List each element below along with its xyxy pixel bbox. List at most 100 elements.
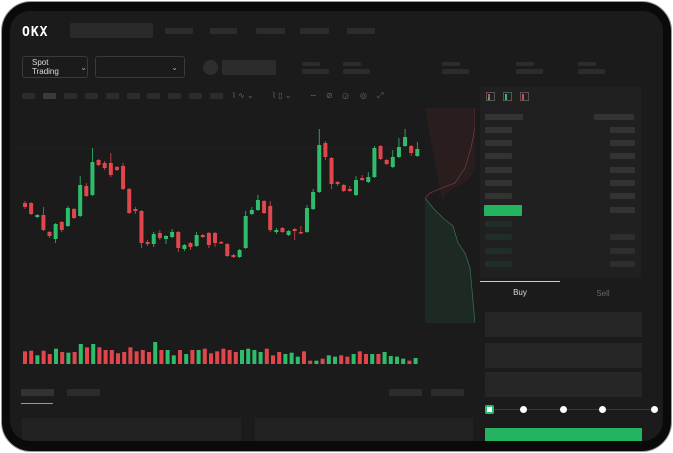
slider-stop-75[interactable]: [599, 406, 606, 413]
volume-bar: [128, 347, 133, 364]
history-tab[interactable]: [67, 389, 100, 396]
market-type-select[interactable]: Spot Trading ⌄: [22, 56, 88, 78]
orderbook-asks-icon[interactable]: [520, 92, 529, 101]
candle-body: [243, 216, 248, 248]
volume-bar: [314, 360, 319, 364]
nav-item[interactable]: [165, 28, 193, 34]
volume-bar: [357, 351, 362, 364]
slider-handle[interactable]: [485, 405, 494, 414]
volume-bar: [215, 351, 220, 364]
volume-bar: [171, 355, 176, 364]
volume-bar: [382, 352, 387, 364]
nav-item[interactable]: [300, 28, 329, 34]
camera-icon[interactable]: ◶: [342, 91, 349, 100]
volume-bar: [196, 350, 201, 364]
ask-amount: [610, 127, 635, 133]
interval-button[interactable]: [106, 93, 119, 99]
volume-bar: [258, 352, 263, 364]
fullscreen-icon[interactable]: ⤢: [377, 91, 384, 100]
nav-item[interactable]: [347, 28, 375, 34]
stat-label: [442, 62, 460, 66]
filter-button[interactable]: [389, 389, 422, 396]
nav-item[interactable]: [256, 28, 285, 34]
stat-value: [442, 69, 469, 74]
candle-body: [78, 185, 83, 216]
buy-button[interactable]: [485, 428, 642, 441]
interval-button[interactable]: [85, 93, 98, 99]
candle-body: [53, 224, 58, 239]
slider-stop-50[interactable]: [560, 406, 567, 413]
slider-track[interactable]: [488, 409, 658, 410]
price-input[interactable]: [485, 312, 642, 337]
candle-body: [163, 236, 168, 239]
ask-amount: [610, 167, 635, 173]
settings-icon[interactable]: ◎: [360, 91, 367, 100]
pair-price: [222, 60, 276, 75]
volume-bar: [35, 355, 40, 364]
ask-price: [485, 180, 512, 186]
interval-button[interactable]: [22, 93, 35, 99]
candle-body: [72, 209, 77, 218]
ruler-icon[interactable]: ⊘: [326, 91, 333, 100]
coin-icon: [203, 60, 218, 75]
volume-bar: [66, 352, 71, 364]
candle-body: [213, 233, 218, 243]
slider-stop-25[interactable]: [520, 406, 527, 413]
candlestick-chart: [10, 129, 420, 364]
ask-amount: [610, 193, 635, 199]
volume-bar: [116, 353, 120, 364]
candle-body: [35, 215, 40, 217]
interval-button[interactable]: [168, 93, 181, 99]
orders-tab[interactable]: [21, 389, 54, 396]
volume-bar: [190, 350, 195, 364]
volume-bar: [109, 350, 114, 364]
candle-body: [114, 167, 119, 170]
search-bar[interactable]: [70, 23, 153, 38]
volume-bar: [252, 350, 257, 364]
candle-body: [176, 232, 181, 248]
interval-button[interactable]: [210, 93, 223, 99]
mid-price: [484, 205, 522, 216]
bid-price: [485, 221, 512, 227]
tab-buy[interactable]: Buy: [513, 288, 527, 297]
indicator-icon[interactable]: ⌇ ∿ ⌄: [232, 91, 254, 100]
candle-body: [157, 233, 162, 238]
volume-bar: [78, 344, 83, 364]
candle-body: [182, 245, 187, 249]
volume-bar: [345, 356, 350, 364]
slider-stop-100[interactable]: [651, 406, 658, 413]
orderbook-both-icon[interactable]: [486, 92, 495, 101]
interval-button[interactable]: [147, 93, 160, 99]
pair-select[interactable]: ⌄: [95, 56, 185, 78]
tab-underline: [480, 281, 560, 282]
orders-panel: [22, 418, 241, 441]
volume-bar: [295, 356, 300, 364]
candle-body: [47, 232, 52, 236]
filter-button[interactable]: [431, 389, 464, 396]
interval-button[interactable]: [189, 93, 202, 99]
candle-body: [317, 145, 322, 192]
bid-amount: [610, 261, 635, 267]
candle-body: [90, 162, 95, 195]
tab-sell[interactable]: Sell: [596, 289, 610, 298]
orderbook-header-amount: [594, 114, 634, 120]
chart-type-icon[interactable]: ⌇ ▯ ⌄: [272, 91, 292, 100]
interval-button[interactable]: [127, 93, 140, 99]
chevron-down-icon: ⌄: [171, 62, 178, 72]
volume-bar: [376, 354, 381, 364]
candle-body: [403, 137, 408, 146]
orderbook-bids-icon[interactable]: [503, 92, 512, 101]
nav-item[interactable]: [210, 28, 237, 34]
candle-body: [121, 166, 126, 189]
candle-body: [145, 242, 150, 244]
line-tool-icon[interactable]: ∼: [310, 91, 317, 100]
interval-button[interactable]: [64, 93, 77, 99]
ask-price: [485, 127, 512, 133]
stat-label: [516, 62, 534, 66]
interval-button-active[interactable]: [43, 93, 56, 99]
depth-chart: [425, 108, 475, 323]
amount-input[interactable]: [485, 343, 642, 368]
total-input[interactable]: [485, 372, 642, 397]
okx-logo[interactable]: OKX: [22, 25, 49, 40]
volume-bar: [122, 352, 127, 364]
